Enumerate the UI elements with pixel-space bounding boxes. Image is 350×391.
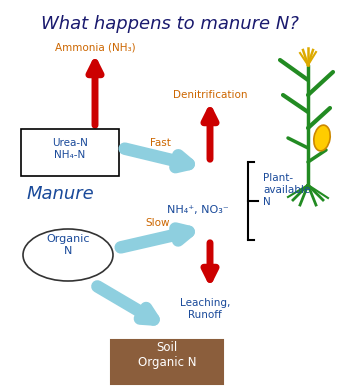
FancyBboxPatch shape (111, 340, 223, 384)
Text: Soil
Organic N: Soil Organic N (138, 341, 196, 369)
Text: Leaching,
Runoff: Leaching, Runoff (180, 298, 230, 319)
Ellipse shape (23, 229, 113, 281)
Text: Denitrification: Denitrification (173, 90, 247, 100)
Text: Plant-
available
N: Plant- available N (263, 173, 310, 206)
Text: Ammonia (NH₃): Ammonia (NH₃) (55, 42, 135, 52)
Text: NH₄⁺, NO₃⁻: NH₄⁺, NO₃⁻ (167, 205, 229, 215)
Text: What happens to manure N?: What happens to manure N? (41, 15, 299, 33)
Text: Slow: Slow (146, 218, 170, 228)
Text: Fast: Fast (149, 138, 170, 148)
Text: Urea-N
NH₄-N: Urea-N NH₄-N (52, 138, 88, 160)
FancyBboxPatch shape (21, 129, 119, 176)
Text: Manure: Manure (26, 185, 94, 203)
Ellipse shape (314, 125, 330, 151)
Text: Organic
N: Organic N (46, 234, 90, 256)
